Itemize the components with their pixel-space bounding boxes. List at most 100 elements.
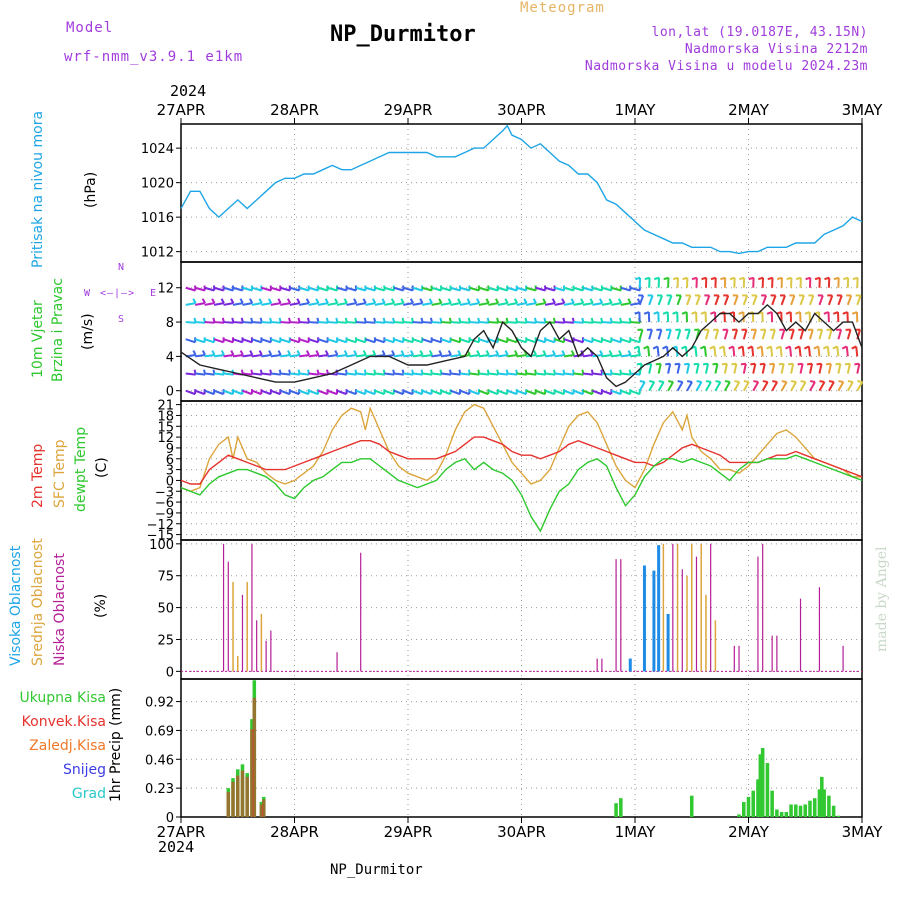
- wind-barb-flag: [677, 380, 683, 384]
- wind-barb: [195, 321, 206, 324]
- wind-barb-flag: [635, 276, 641, 281]
- wind-barb: [761, 329, 767, 340]
- wind-barb: [365, 286, 376, 292]
- wind-barb: [412, 338, 423, 344]
- wind-barb: [469, 354, 480, 358]
- wind-barb-flag: [315, 350, 320, 356]
- wind-barb: [317, 389, 328, 396]
- wind-barb-flag: [702, 362, 709, 366]
- wind-barb: [280, 338, 291, 344]
- wind-barb: [836, 346, 840, 357]
- wind-barb: [771, 363, 776, 374]
- wind-barb: [450, 389, 461, 396]
- precip-bar: [779, 811, 784, 817]
- wind-barb: [563, 286, 574, 292]
- y-tick-label: 1020: [141, 177, 174, 192]
- wind-barb-flag: [757, 276, 764, 281]
- elevation-text: Nadmorska Visina 2212m: [684, 42, 868, 57]
- wind-barb: [204, 354, 215, 358]
- wind-barb-flag: [786, 276, 792, 281]
- wind-barb-flag: [476, 350, 481, 356]
- wind-barb-flag: [803, 345, 810, 350]
- y-tick-label: 3: [166, 464, 174, 479]
- wind-barb: [440, 302, 452, 306]
- wind-barb-flag: [608, 298, 613, 304]
- wind-barb: [204, 286, 215, 292]
- wind-barb-flag: [740, 362, 746, 366]
- wind-barb-flag: [785, 311, 792, 315]
- wind-barb: [270, 321, 281, 324]
- wind-barb-flag: [570, 298, 575, 304]
- wind-barb: [535, 321, 546, 324]
- wind-barb-flag: [466, 298, 471, 304]
- wind-barb: [242, 286, 253, 292]
- wind-barb: [185, 389, 196, 396]
- wind-barb: [771, 329, 776, 340]
- wind-barb: [497, 286, 508, 292]
- wind-barb: [459, 389, 470, 396]
- wind-barb: [780, 381, 788, 392]
- wind-barb: [261, 321, 272, 324]
- wind-barb: [289, 372, 300, 376]
- wind-barb: [573, 372, 584, 376]
- wind-barb: [336, 372, 348, 376]
- wind-barb: [732, 346, 736, 357]
- wind-barb-flag: [672, 311, 678, 315]
- wind-barb: [478, 354, 489, 358]
- wind-barb: [666, 346, 670, 357]
- page-title: NP_Durmitor: [330, 22, 476, 47]
- wind-barb-flag: [674, 362, 680, 366]
- wind-barb: [204, 302, 215, 306]
- wind-barb-flag: [804, 311, 810, 315]
- wind-barb: [270, 354, 281, 358]
- wind-barb: [637, 346, 641, 357]
- wind-barb-flag: [410, 350, 415, 356]
- wind-barb-flag: [823, 311, 829, 315]
- wind-barb: [856, 381, 864, 392]
- y-tick-label: 25: [157, 633, 174, 648]
- wind-barb-flag: [842, 311, 848, 315]
- wind-barb: [346, 389, 357, 396]
- wind-barb: [592, 372, 603, 376]
- wind-barb: [525, 338, 537, 344]
- wind-barb: [440, 338, 451, 344]
- wind-barb-flag: [747, 345, 753, 350]
- wind-barb-flag: [409, 298, 414, 304]
- x-tick-label-bottom: 28APR: [270, 823, 319, 841]
- wind-barb: [440, 372, 452, 376]
- wind-barb: [308, 338, 319, 344]
- wind-barb: [403, 354, 414, 358]
- wind-barb: [742, 295, 749, 306]
- wind-barb-flag: [653, 311, 659, 315]
- wind-barb-flag: [258, 298, 263, 304]
- wind-barb: [507, 354, 518, 358]
- wind-barb: [516, 338, 527, 344]
- wind-barb: [298, 389, 309, 396]
- wind-barb: [582, 338, 593, 344]
- wind-barb: [232, 321, 244, 324]
- wind-barb: [402, 389, 414, 396]
- precip-bar: [820, 776, 824, 817]
- wind-barb: [845, 346, 849, 357]
- wind-barb-flag: [220, 350, 225, 356]
- wind-barb-flag: [589, 298, 594, 304]
- wind-barb-flag: [734, 380, 740, 384]
- wind-barb: [478, 338, 489, 344]
- wind-barb-flag: [681, 311, 688, 315]
- wind-barb-flag: [551, 298, 556, 304]
- wind-barb: [620, 286, 631, 292]
- model-elevation-text: Nadmorska Visina u modelu 2024.23m: [584, 59, 868, 74]
- wind-barb: [601, 321, 612, 324]
- wind-barb: [431, 302, 442, 306]
- wind-barb: [656, 346, 660, 357]
- wind-barb: [185, 286, 196, 292]
- wind-barb: [450, 338, 461, 344]
- wind-barb: [355, 302, 367, 306]
- wind-barb-flag: [686, 380, 693, 384]
- wind-barb: [630, 321, 641, 324]
- wind-barb: [374, 372, 385, 376]
- wind-barb-flag: [731, 362, 737, 366]
- wind-barb: [280, 372, 291, 376]
- wind-barb: [856, 295, 862, 306]
- wind-barb: [327, 338, 338, 344]
